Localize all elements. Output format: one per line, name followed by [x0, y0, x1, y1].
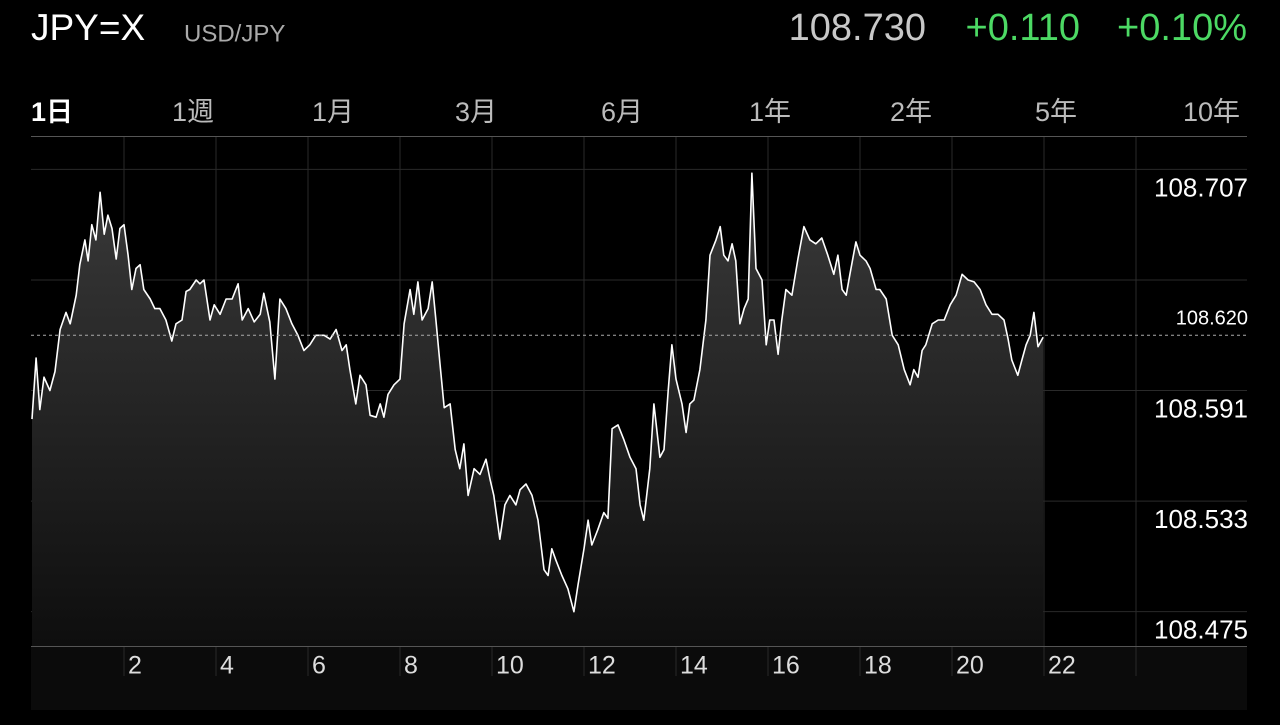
range-tab[interactable]: 1年 — [749, 97, 791, 127]
x-tick-label: 16 — [772, 652, 800, 680]
range-tab[interactable]: 1日 — [31, 97, 73, 127]
x-tick-label: 10 — [496, 652, 524, 680]
range-tab[interactable]: 6月 — [601, 97, 643, 127]
area-fill — [32, 173, 1044, 646]
range-tab[interactable]: 3月 — [455, 97, 497, 127]
x-tick-label: 6 — [312, 652, 326, 680]
x-tick-label: 22 — [1048, 652, 1076, 680]
x-tick-label: 20 — [956, 652, 984, 680]
x-tick-label: 2 — [128, 652, 142, 680]
price-line — [31, 172, 1044, 613]
range-tab[interactable]: 5年 — [1035, 97, 1077, 127]
x-tick-label: 8 — [404, 652, 418, 680]
range-tab[interactable]: 2年 — [890, 97, 932, 127]
x-tick-label: 14 — [680, 652, 708, 680]
change-percent[interactable]: +0.10% — [1117, 7, 1247, 49]
range-tab[interactable]: 10年 — [1183, 97, 1240, 127]
x-tick-label: 4 — [220, 652, 234, 680]
range-tab[interactable]: 1月 — [312, 97, 354, 127]
price: 108.730 — [789, 7, 926, 49]
range-tab[interactable]: 1週 — [172, 97, 214, 127]
previous-close-label: 108.620 — [1176, 308, 1248, 330]
symbol: JPY=X — [31, 7, 145, 48]
x-tick-label: 18 — [864, 652, 892, 680]
plot: 108.620 — [31, 172, 1248, 646]
y-tick-label: 108.533 — [1154, 504, 1248, 534]
y-tick-label: 108.707 — [1154, 172, 1248, 202]
y-tick-label: 108.591 — [1154, 393, 1248, 423]
range-tabs: 1日 1週 1月 3月 6月 1年 2年 5年 10年 — [31, 97, 1240, 127]
x-tick-label: 12 — [588, 652, 616, 680]
pair-name: USD/JPY — [184, 20, 285, 47]
change[interactable]: +0.110 — [966, 7, 1080, 49]
y-tick-label: 108.475 — [1154, 615, 1248, 645]
